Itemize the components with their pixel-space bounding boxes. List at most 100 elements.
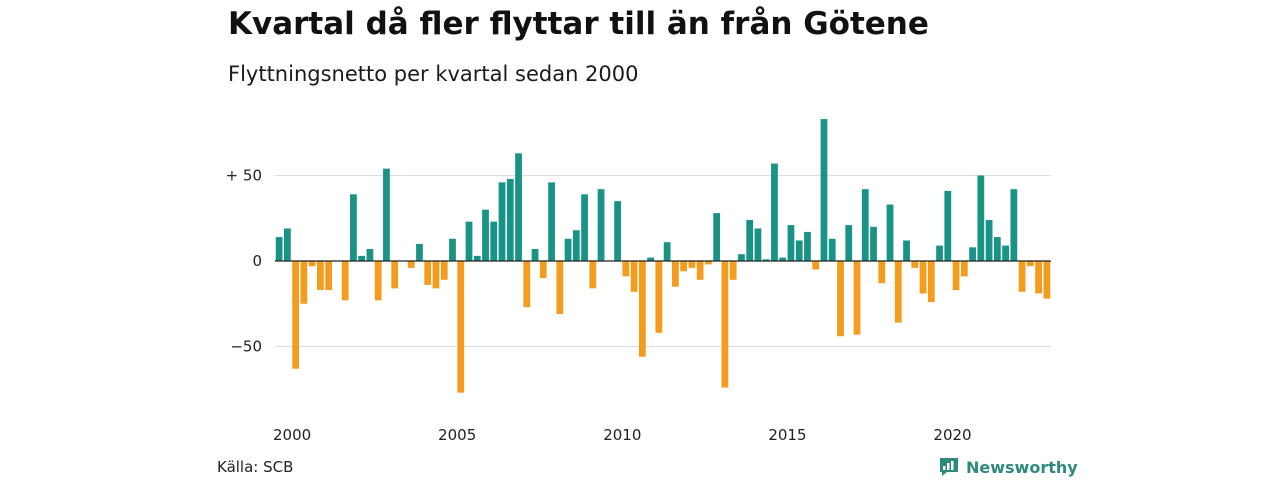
bar [556,261,564,315]
x-tick-label: 2010 [603,426,641,444]
bar [804,231,811,261]
y-tick-label: + 50 [226,167,262,185]
bar [911,261,919,268]
bar [1035,261,1042,294]
bar [985,219,993,261]
bar [812,261,820,270]
bar [597,189,605,261]
bar [655,261,663,333]
bar [828,238,836,261]
bar [630,261,638,292]
bar [498,182,506,261]
bars [275,119,1051,393]
bar [663,242,671,261]
bar [977,175,985,261]
bar [1043,261,1051,299]
bar [531,249,539,261]
bar [407,261,415,268]
bar [366,249,374,261]
bar [1026,261,1034,267]
bar [515,153,522,261]
bar [993,237,1001,261]
bar [506,178,514,261]
x-tick-label: 2015 [768,426,806,444]
source-note: Källa: SCB [217,458,294,476]
x-tick-label: 2000 [273,426,311,444]
bar [1002,245,1009,261]
bar [374,261,382,301]
bar [432,261,440,289]
bar [473,255,481,261]
bar [581,194,588,261]
bar [870,226,877,261]
bar [572,230,580,261]
bar [416,243,423,261]
bar [779,257,787,261]
brand-name: Newsworthy [966,457,1078,477]
y-tick-label: 0 [252,252,262,270]
bar [771,163,778,261]
bar [358,255,366,261]
chart-subtitle: Flyttningsnetto per kvartal sedan 2000 [228,62,639,86]
bar [837,261,844,337]
bar [845,225,853,261]
bar [638,261,646,357]
bar [391,261,399,289]
bar [878,261,886,284]
bar [564,238,572,261]
bar [383,168,390,261]
bar [440,261,448,280]
bar [820,119,828,261]
bar [647,257,654,261]
bar [713,213,721,261]
axes: + 50 0 −50 2000 2005 2010 2015 2020 [226,167,1051,444]
bar [688,261,696,268]
bar [903,240,910,261]
bar [1010,189,1018,261]
bar [350,194,357,261]
bar [284,228,291,261]
bar [936,245,943,261]
x-tick-label: 2005 [438,426,476,444]
newsworthy-icon [940,458,958,476]
bar [952,261,960,291]
bar [721,261,729,388]
bar [787,225,795,261]
bar [754,228,762,261]
bar [539,261,547,279]
bar [894,261,902,323]
bar [275,237,283,261]
bar [886,204,894,261]
bar [341,261,349,301]
bar [548,182,555,261]
bar [449,238,456,261]
chart-title: Kvartal då fler flyttar till än från Göt… [228,6,929,42]
bar [614,201,621,261]
bar [927,261,935,303]
y-tick-label: −50 [230,338,262,356]
bar [861,189,869,261]
bar [738,254,745,261]
bar [300,261,308,304]
bar [969,247,976,261]
bar [589,261,597,289]
bar [1018,261,1026,292]
bar [762,259,770,261]
bar [705,261,712,265]
bar [672,261,679,287]
bar [746,219,754,261]
bar [960,261,968,277]
brand-logo[interactable]: Newsworthy [938,456,1078,478]
bar [317,261,324,291]
bar [853,261,861,335]
x-tick-label: 2020 [933,426,971,444]
bar [308,261,316,267]
bar [919,261,927,294]
bar [325,261,333,291]
bar [457,261,465,393]
bar [424,261,432,285]
bar [795,240,803,261]
bar [680,261,688,272]
bar [523,261,531,308]
